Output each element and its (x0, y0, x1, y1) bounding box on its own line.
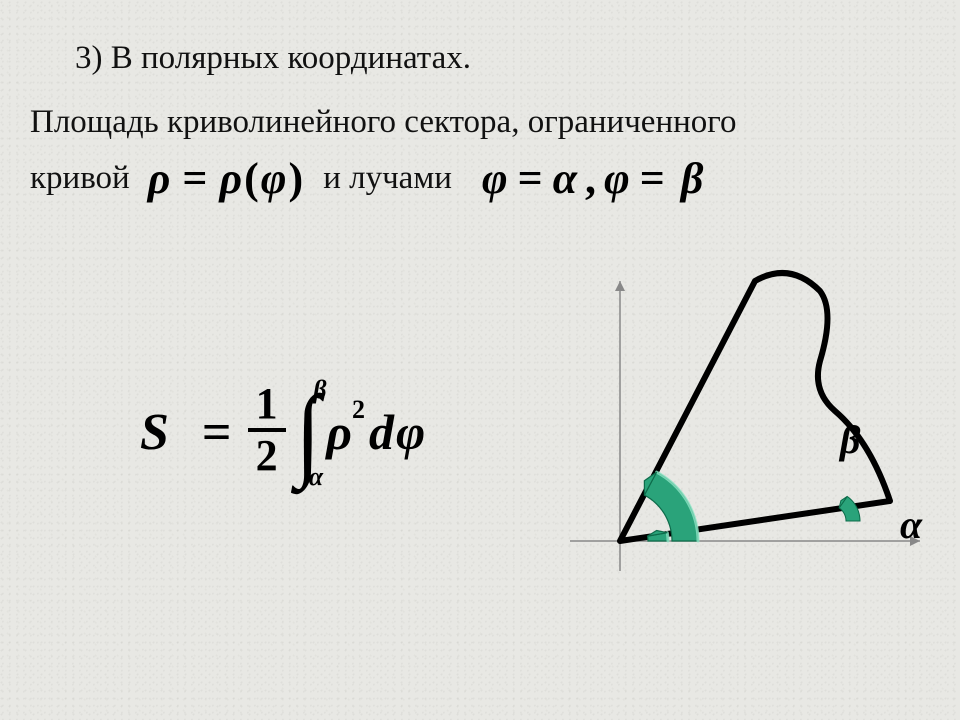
integral-sign: ∫ (296, 396, 321, 468)
eq-1: = (510, 147, 553, 211)
one-half-fraction: 1 2 (248, 382, 286, 478)
alpha-label: α (900, 501, 922, 548)
formula-rho-of-phi: ρ = ρ ( φ ) (130, 147, 323, 211)
phi-1: φ (482, 147, 510, 211)
line2-mid: и лучами (323, 155, 452, 203)
rho: ρ (326, 403, 354, 461)
d: d (369, 403, 396, 461)
numerator: 1 (256, 382, 278, 428)
comma: , (579, 147, 604, 211)
alpha: α (553, 147, 579, 211)
integral-formula: S = 1 2 β ∫ α ρ 2 d φ (140, 371, 427, 494)
slide-page: 3) В полярных координатах. Площадь криво… (0, 0, 960, 720)
phi: φ (261, 147, 289, 211)
dphi: φ (396, 403, 427, 461)
rho-1: ρ (148, 147, 173, 211)
eq: = (194, 404, 242, 461)
exponent: 2 (352, 395, 367, 425)
polar-sector-diagram: β α (530, 251, 930, 611)
beta-label: β (840, 416, 861, 463)
integrand: ρ 2 d φ (326, 403, 427, 461)
rparen: ) (289, 147, 306, 211)
S-var: S (140, 404, 175, 461)
diagram-svg (530, 251, 930, 611)
lower-limit: α (309, 462, 323, 492)
denominator: 2 (256, 432, 278, 478)
heading: 3) В полярных координатах. (75, 40, 920, 77)
eq-2: = (632, 147, 675, 211)
integral-sign-wrap: β ∫ α (296, 371, 321, 494)
lower-area: S = 1 2 β ∫ α ρ 2 d φ β α (30, 251, 920, 671)
beta: β (675, 147, 706, 211)
eq-sign: = (172, 147, 219, 211)
phi-2: φ (604, 147, 632, 211)
formula-rays: φ = α , φ = β (452, 147, 724, 211)
rho-2: ρ (219, 147, 244, 211)
description-line-1: Площадь криволинейного сектора, ограниче… (30, 99, 920, 147)
lparen: ( (244, 147, 261, 211)
description-line-2: кривой ρ = ρ ( φ ) и лучами φ = α , φ = … (30, 147, 920, 211)
line2-prefix: кривой (30, 155, 130, 203)
